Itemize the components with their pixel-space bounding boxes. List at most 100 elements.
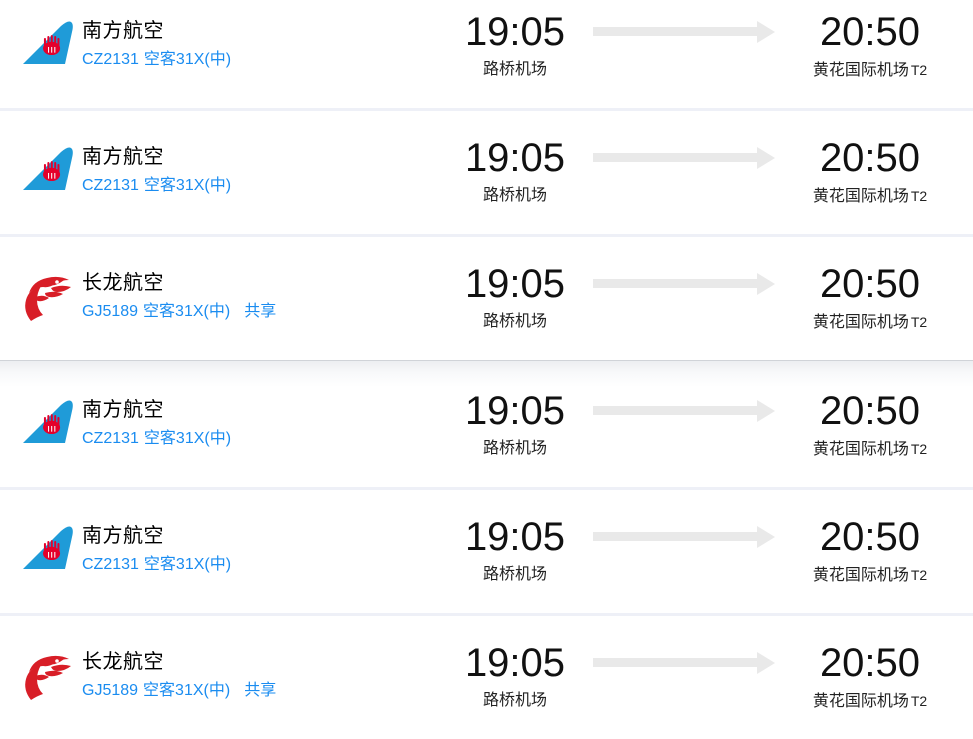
departure-airport: 路桥机场	[482, 565, 547, 583]
arrive-terminal: T2	[910, 692, 928, 709]
flight-number[interactable]: CZ2131	[82, 51, 139, 68]
schedule-cell: 19:05 路桥机场 20:50 黄花国际机场 T2	[445, 640, 973, 713]
flight-meta[interactable]: CZ2131 空客31X(中)	[82, 553, 236, 577]
airline-cell: 南方航空 CZ2131 空客31X(中)	[0, 397, 445, 451]
departure-endpoint: 19:05 路桥机场	[445, 135, 585, 207]
arrival-airport: 黄花国际机场 T2	[812, 692, 928, 710]
departure-endpoint: 19:05 路桥机场	[445, 388, 585, 460]
arrival-endpoint: 20:50 黄花国际机场 T2	[775, 135, 965, 208]
flight-meta[interactable]: CZ2131 空客31X(中)	[82, 427, 236, 451]
arrival-airport: 黄花国际机场 T2	[812, 566, 928, 584]
departure-airport: 路桥机场	[482, 312, 547, 330]
flight-row[interactable]: 长龙航空 GJ5189 空客31X(中) 共享 19:05 路桥机场 20:50 黄花国际机场…	[0, 234, 973, 360]
airline-name: 南方航空	[82, 399, 164, 421]
arrival-airport: 黄花国际机场 T2	[812, 440, 928, 458]
airline-text: 南方航空 CZ2131 空客31X(中)	[82, 144, 236, 198]
flight-meta[interactable]: GJ5189 空客31X(中) 共享	[82, 300, 276, 324]
route-arrow-icon	[585, 135, 775, 181]
loong-air-dragon-icon	[20, 650, 76, 702]
loong-air-dragon-icon	[20, 271, 76, 323]
route-arrow-icon	[585, 640, 775, 686]
flight-number[interactable]: GJ5189	[82, 682, 139, 699]
airline-name: 南方航空	[82, 525, 164, 547]
arrival-endpoint: 20:50 黄花国际机场 T2	[775, 9, 965, 82]
airline-cell: 长龙航空 GJ5189 空客31X(中) 共享	[0, 649, 445, 703]
arrival-time: 20:50	[819, 640, 921, 685]
arrival-time: 20:50	[819, 388, 921, 433]
departure-endpoint: 19:05 路桥机场	[445, 514, 585, 586]
arrival-airport: 黄花国际机场 T2	[812, 313, 928, 331]
flight-row[interactable]: 南方航空 CZ2131 空客31X(中) 19:05 路桥机场 20:50 黄花国际机场 T2	[0, 361, 973, 487]
arrow-head	[757, 651, 775, 674]
codeshare-badge: 共享	[244, 303, 277, 320]
arrival-endpoint: 20:50 黄花国际机场 T2	[775, 388, 965, 461]
airline-text: 南方航空 CZ2131 空客31X(中)	[82, 397, 236, 451]
flight-number[interactable]: CZ2131	[82, 556, 139, 573]
arrive-terminal: T2	[910, 61, 928, 78]
arrival-endpoint: 20:50 黄花国际机场 T2	[775, 514, 965, 587]
arrival-airport: 黄花国际机场 T2	[812, 187, 928, 205]
arrival-time: 20:50	[819, 261, 921, 306]
schedule-cell: 19:05 路桥机场 20:50 黄花国际机场 T2	[445, 135, 973, 208]
arrow-head	[757, 525, 775, 548]
flight-number[interactable]: CZ2131	[82, 177, 139, 194]
flight-number[interactable]: CZ2131	[82, 430, 139, 447]
flight-meta[interactable]: GJ5189 空客31X(中) 共享	[82, 679, 276, 703]
departure-airport: 路桥机场	[482, 60, 547, 78]
airline-text: 长龙航空 GJ5189 空客31X(中) 共享	[82, 270, 276, 324]
flight-group-2: 南方航空 CZ2131 空客31X(中) 19:05 路桥机场 20:50 黄花国际机场 T2…	[0, 360, 973, 739]
china-southern-tailfin-icon	[20, 398, 76, 450]
flight-meta[interactable]: CZ2131 空客31X(中)	[82, 174, 236, 198]
flight-row[interactable]: 南方航空 CZ2131 空客31X(中) 19:05 路桥机场 20:50 黄花国际机场 T2	[0, 487, 973, 613]
arrive-terminal: T2	[910, 440, 928, 457]
aircraft-type: 空客31X(中)	[143, 556, 232, 573]
arrival-time: 20:50	[819, 135, 921, 180]
arrive-terminal: T2	[910, 187, 928, 204]
airline-name: 长龙航空	[82, 651, 164, 673]
route-arrow-icon	[585, 9, 775, 55]
departure-time: 19:05	[464, 640, 566, 685]
china-southern-tailfin-icon	[20, 524, 76, 576]
departure-time: 19:05	[464, 9, 566, 54]
route-arrow-icon	[585, 261, 775, 307]
china-southern-tailfin-icon	[20, 19, 76, 71]
aircraft-type: 空客31X(中)	[143, 682, 231, 699]
aircraft-type: 空客31X(中)	[143, 51, 232, 68]
airline-name: 南方航空	[82, 146, 164, 168]
arrow-bar	[593, 27, 757, 36]
airline-text: 长龙航空 GJ5189 空客31X(中) 共享	[82, 649, 276, 703]
departure-endpoint: 19:05 路桥机场	[445, 640, 585, 712]
arrow-bar	[593, 406, 757, 415]
arrow-head	[757, 20, 775, 43]
airline-name: 长龙航空	[82, 272, 164, 294]
arrow-head	[757, 272, 775, 295]
airline-cell: 长龙航空 GJ5189 空客31X(中) 共享	[0, 270, 445, 324]
departure-time: 19:05	[464, 135, 566, 180]
departure-time: 19:05	[464, 388, 566, 433]
flight-row[interactable]: 长龙航空 GJ5189 空客31X(中) 共享 19:05 路桥机场 20:50 黄花国际机场…	[0, 613, 973, 739]
flight-row[interactable]: 南方航空 CZ2131 空客31X(中) 19:05 路桥机场 20:50 黄花国际机场 T2	[0, 108, 973, 234]
arrival-airport: 黄花国际机场 T2	[812, 61, 928, 79]
schedule-cell: 19:05 路桥机场 20:50 黄花国际机场 T2	[445, 514, 973, 587]
flight-row[interactable]: 南方航空 CZ2131 空客31X(中) 19:05 路桥机场 20:50 黄花国际机场 T2	[0, 0, 973, 108]
aircraft-type: 空客31X(中)	[143, 430, 232, 447]
airline-text: 南方航空 CZ2131 空客31X(中)	[82, 18, 236, 72]
arrow-head	[757, 146, 775, 169]
airline-name: 南方航空	[82, 20, 164, 42]
aircraft-type: 空客31X(中)	[143, 303, 231, 320]
arrive-terminal: T2	[910, 313, 928, 330]
china-southern-tailfin-icon	[20, 145, 76, 197]
schedule-cell: 19:05 路桥机场 20:50 黄花国际机场 T2	[445, 9, 973, 82]
arrow-head	[757, 399, 775, 422]
schedule-cell: 19:05 路桥机场 20:50 黄花国际机场 T2	[445, 388, 973, 461]
departure-airport: 路桥机场	[482, 439, 547, 457]
departure-airport: 路桥机场	[482, 691, 547, 709]
flight-meta[interactable]: CZ2131 空客31X(中)	[82, 48, 236, 72]
arrow-bar	[593, 658, 757, 667]
arrow-bar	[593, 532, 757, 541]
flight-number[interactable]: GJ5189	[82, 303, 139, 320]
route-arrow-icon	[585, 388, 775, 434]
airline-cell: 南方航空 CZ2131 空客31X(中)	[0, 18, 445, 72]
arrival-endpoint: 20:50 黄花国际机场 T2	[775, 640, 965, 713]
